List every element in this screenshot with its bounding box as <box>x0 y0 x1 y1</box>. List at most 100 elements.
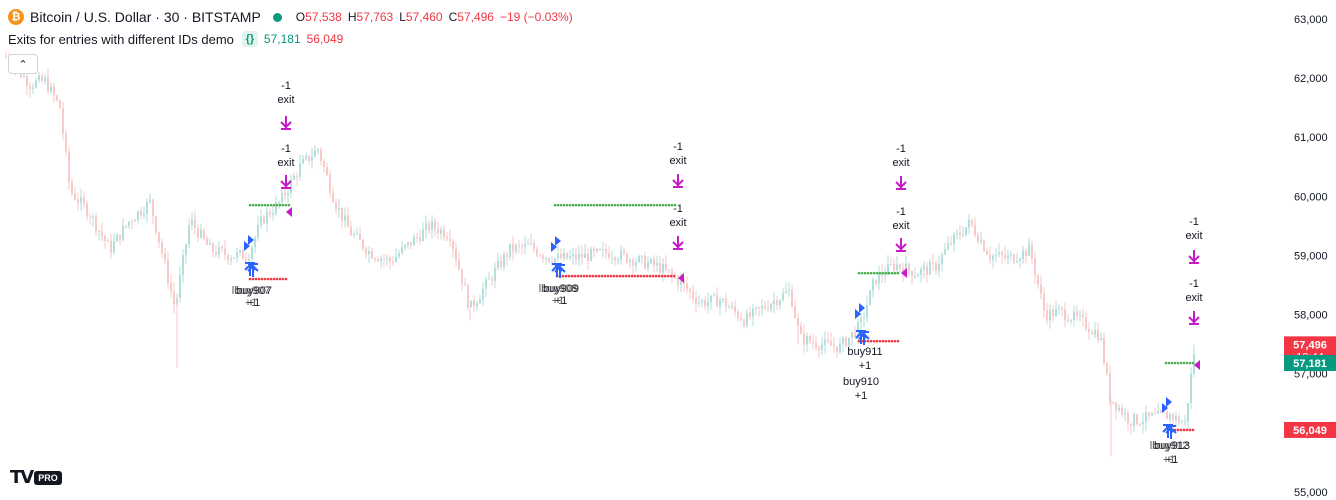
take-profit-level <box>890 271 894 275</box>
candle-body <box>1166 412 1168 420</box>
candle-body <box>725 298 727 308</box>
symbol-row[interactable]: ₿ Bitcoin / U.S. Dollar · 30 · BITSTAMP … <box>8 6 579 28</box>
take-profit-level <box>263 203 267 207</box>
candle-body <box>485 279 487 289</box>
candle-body <box>737 311 739 319</box>
candle-body <box>1124 413 1126 415</box>
candle-body <box>710 295 712 302</box>
price-axis[interactable]: 55,00056,00057,00058,00059,00060,00061,0… <box>1284 14 1336 499</box>
candle-body <box>602 248 604 251</box>
candle-body <box>437 229 439 234</box>
candle-body <box>548 258 550 262</box>
symbol-title[interactable]: Bitcoin / U.S. Dollar · 30 · BITSTAMP <box>30 9 261 25</box>
candle-body <box>782 292 784 301</box>
candle-body <box>584 253 586 258</box>
candle-body <box>1169 414 1171 420</box>
take-profit-level <box>281 203 285 207</box>
candle-body <box>947 243 949 250</box>
stop-loss-level <box>254 277 258 281</box>
stop-loss-level <box>603 274 607 278</box>
candle-body <box>806 336 808 345</box>
stop-loss-level <box>648 274 652 278</box>
take-profit-level <box>869 271 873 275</box>
price-label-badge <box>1284 354 1336 371</box>
candle-body <box>1028 244 1030 257</box>
candle-body <box>845 337 847 347</box>
stop-loss-level <box>660 274 664 278</box>
entry-qty: +1 <box>855 390 868 402</box>
candle-body <box>1109 373 1111 402</box>
candle-body <box>47 77 49 92</box>
candle-body <box>284 192 286 196</box>
entry-flag-icon <box>859 303 865 313</box>
candle-body <box>506 254 508 258</box>
take-profit-level <box>652 203 656 207</box>
candle-body <box>233 257 235 259</box>
candle-body <box>152 199 154 217</box>
tradingview-logo[interactable]: TV PRO <box>10 467 62 488</box>
take-profit-level <box>248 203 252 207</box>
candle-body <box>557 253 559 259</box>
candle-body <box>266 212 268 224</box>
candle-body <box>125 225 127 227</box>
candle-body <box>662 263 664 273</box>
strategy-row[interactable]: Exits for entries with different IDs dem… <box>8 28 579 50</box>
candle-body <box>929 262 931 275</box>
candle-body <box>1145 412 1147 422</box>
entry-flag-icon <box>555 236 561 246</box>
exit-qty: -1 <box>896 143 906 155</box>
take-profit-level <box>631 203 635 207</box>
candle-body <box>104 235 106 242</box>
candle-body <box>617 259 619 261</box>
candle-body <box>500 261 502 268</box>
candle-body <box>1163 412 1165 414</box>
stop-loss-level <box>621 274 625 278</box>
exit-arrow-icon <box>900 238 902 250</box>
candle-body <box>278 202 280 204</box>
candle-body <box>179 275 181 298</box>
candle-body <box>830 341 832 346</box>
price-label-value: 57,181 <box>1293 358 1327 370</box>
candle-body <box>1184 421 1186 423</box>
candle-body <box>386 257 388 260</box>
y-tick-label: 59,000 <box>1294 250 1328 262</box>
candle-body <box>1097 330 1099 340</box>
candle-body <box>1100 337 1102 340</box>
exit-qty: -1 <box>673 141 683 153</box>
candle-body <box>893 264 895 270</box>
candle-body <box>650 259 652 263</box>
strategy-name[interactable]: Exits for entries with different IDs dem… <box>8 31 234 47</box>
candle-body <box>134 220 136 222</box>
stop-loss-level <box>651 274 655 278</box>
candle-body <box>719 300 721 307</box>
stop-loss-level <box>881 339 885 343</box>
stop-loss-level <box>893 339 897 343</box>
candle-body <box>1127 413 1129 424</box>
candle-body <box>713 294 715 296</box>
candle-body <box>185 244 187 255</box>
candle-body <box>692 291 694 299</box>
collapse-legend-button[interactable]: ⌃ <box>8 54 38 74</box>
stop-loss-level <box>263 277 267 281</box>
stop-loss-level <box>275 277 279 281</box>
candle-body <box>101 230 103 236</box>
candle-body <box>107 240 109 242</box>
exit-label: exit <box>892 220 909 232</box>
candle-body <box>887 263 889 275</box>
take-profit-level <box>604 203 608 207</box>
stop-loss-level <box>630 274 634 278</box>
candle-body <box>461 269 463 284</box>
take-profit-level <box>628 203 632 207</box>
candle-body <box>860 317 862 323</box>
entry-label: lbuy912 <box>1150 440 1189 452</box>
candle-body <box>956 232 958 235</box>
candle-body <box>767 308 769 310</box>
candle-body <box>560 253 562 259</box>
candle-body <box>671 270 673 276</box>
candle-body <box>1022 250 1024 260</box>
candle-body <box>338 207 340 210</box>
code-braces-icon[interactable]: {} <box>241 31 258 47</box>
candle-body <box>971 219 973 225</box>
candle-body <box>1085 317 1087 329</box>
